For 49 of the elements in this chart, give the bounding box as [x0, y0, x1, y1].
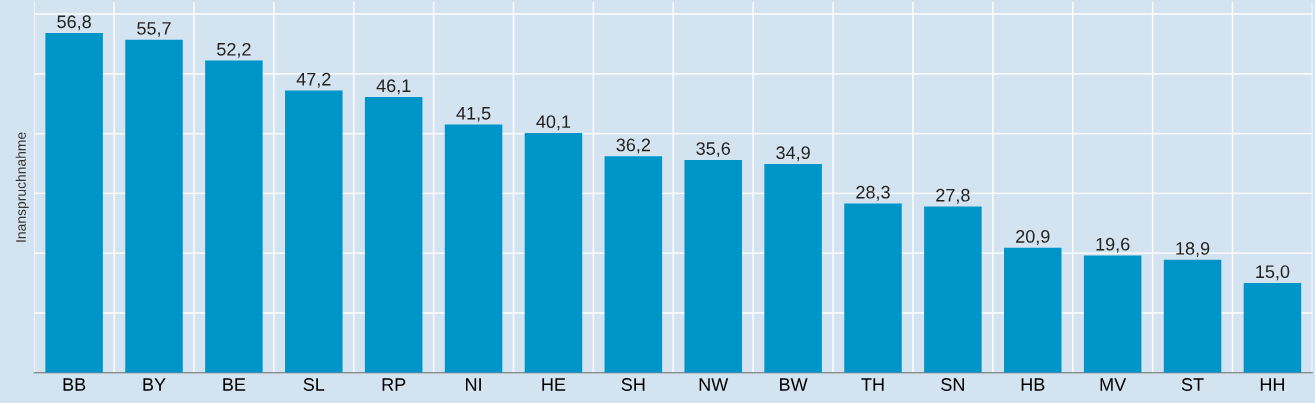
- bar: [125, 39, 183, 373]
- data-label: 15,0: [1256, 265, 1290, 281]
- x-tick-label: BW: [780, 378, 808, 391]
- data-label: 20,9: [1016, 230, 1050, 245]
- data-label: 56,8: [57, 15, 91, 31]
- x-tick-label: NI: [466, 378, 481, 391]
- x-tick-label: SL: [303, 378, 325, 391]
- x-tick-label: BB: [63, 378, 86, 391]
- data-label: 46,1: [376, 79, 411, 95]
- data-label: 36,2: [616, 138, 650, 154]
- bar: [524, 132, 583, 373]
- x-tick-label: HE: [542, 378, 566, 391]
- y-axis-title: Inanspruchnahme: [15, 132, 29, 242]
- x-tick-label: BY: [143, 378, 166, 391]
- x-tick-label: RP: [382, 378, 406, 391]
- data-label: 40,1: [536, 115, 571, 131]
- bar: [604, 156, 663, 373]
- data-label: 28,3: [856, 185, 890, 201]
- bar: [1163, 259, 1222, 373]
- x-tick-label: SH: [621, 378, 645, 391]
- bar: [924, 206, 982, 373]
- x-tick-label: TH: [861, 378, 884, 391]
- bar: [364, 97, 423, 373]
- bar: [684, 159, 742, 373]
- x-tick-label: SN: [941, 378, 964, 391]
- bar: [45, 33, 103, 373]
- data-label: 47,2: [296, 72, 331, 88]
- x-tick-label: HH: [1260, 378, 1284, 391]
- bar: [844, 203, 902, 373]
- bar: [1004, 247, 1062, 373]
- bar: [1243, 283, 1302, 373]
- bar: [444, 124, 503, 373]
- bar: [1083, 255, 1142, 373]
- data-label: 19,6: [1096, 237, 1130, 253]
- x-tick-label: HB: [1021, 378, 1045, 391]
- x-tick-label: MV: [1100, 378, 1127, 391]
- data-label: 41,5: [456, 107, 491, 122]
- data-label: 27,8: [936, 188, 970, 204]
- data-label: 34,9: [776, 146, 810, 162]
- data-label: 55,7: [137, 22, 171, 37]
- bar: [764, 164, 822, 373]
- data-label: 52,2: [217, 42, 251, 58]
- x-tick-label: BE: [223, 378, 246, 391]
- x-tick-label: ST: [1181, 378, 1204, 391]
- bar: [285, 90, 343, 373]
- data-label: 18,9: [1176, 242, 1210, 257]
- bar: [205, 60, 263, 373]
- data-label: 35,6: [696, 142, 730, 158]
- x-tick-label: NW: [699, 378, 729, 391]
